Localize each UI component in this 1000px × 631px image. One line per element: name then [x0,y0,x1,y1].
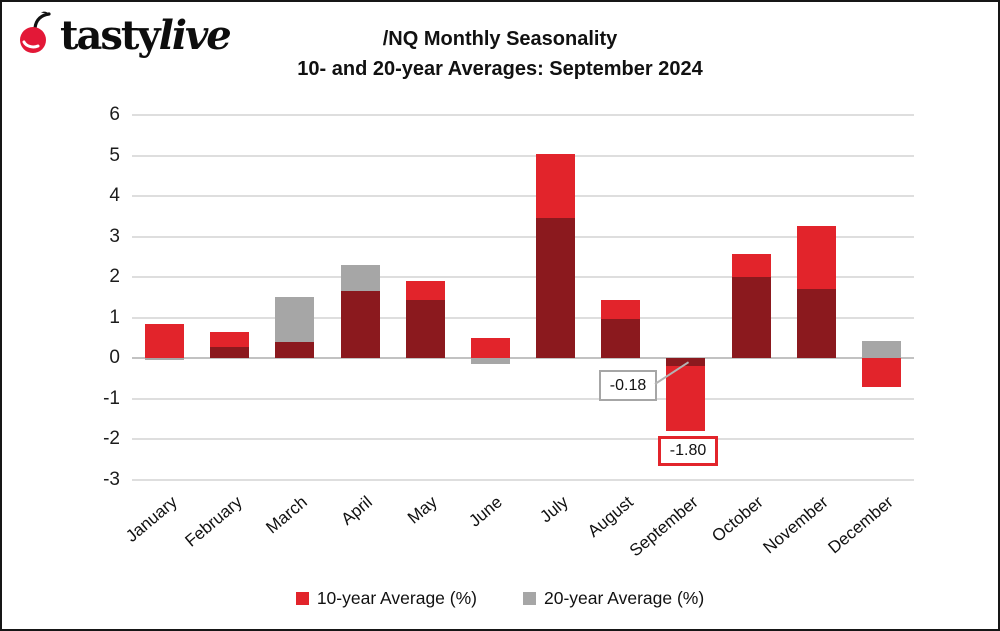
bar-segment [666,365,706,432]
gridline [132,195,914,198]
bar-segment [210,346,250,359]
cherry-icon [16,10,56,61]
title-line-1: /NQ Monthly Seasonality [382,28,618,50]
legend-swatch-10yr-icon [295,592,309,605]
y-axis-tick-label: 6 [109,104,120,125]
bar-segment [340,291,380,359]
y-axis-tick-label: -1 [103,387,120,409]
annotation-20yr-value: -0.18 [609,376,647,394]
bar-segment [796,289,836,359]
bar-segment [275,296,315,343]
brand-text-live: live [158,11,232,59]
bar-segment [861,341,901,359]
bar-segment [731,277,771,359]
y-axis-tick-label: 1 [109,306,120,328]
bar-segment [340,265,380,292]
y-axis-tick-label: -2 [103,428,120,450]
gridline [132,316,914,319]
gridline [132,479,914,481]
brand-wordmark: tastylive [60,15,232,56]
bar-segment [145,323,185,359]
bar-segment [470,338,510,359]
legend-item-20yr: 20-year Average (%) [523,588,704,609]
bar-segment [731,254,771,278]
gridline [132,235,914,238]
chart-title: /NQ Monthly Seasonality 10- and 20-year … [2,24,998,84]
bar-segment [601,299,641,319]
bar-segment [405,281,445,301]
annotation-september-20yr-callout: -0.18 [599,370,657,401]
title-line-2: 10- and 20-year Averages: September 2024 [297,58,703,80]
y-axis-tick-label: 2 [109,266,120,288]
gridline [132,357,914,360]
gridline [132,438,914,441]
bar-segment [861,358,901,387]
gridline [132,154,914,157]
y-axis-tick-label: 0 [109,347,120,369]
bar-segment [275,342,315,359]
bar-segment [666,358,706,366]
annotation-september-10yr-callout: -1.80 [658,436,718,466]
bar-segment [796,225,836,290]
annotation-10yr-value: -1.80 [669,442,707,459]
legend-label-10yr: 10-year Average (%) [316,588,477,608]
gridline [132,397,914,400]
legend-swatch-20yr-icon [523,592,536,605]
bar-segment [601,318,641,359]
legend-label-20yr: 20-year Average (%) [544,588,705,608]
brand-text-tasty: tasty [60,11,161,59]
bar-segment [470,358,510,365]
legend-item-10yr: 10-year Average (%) [295,588,477,609]
y-axis-tick-label: 3 [109,225,120,247]
tastylive-logo: tastylive [16,10,232,61]
gridline [132,114,914,116]
gridline [132,276,914,279]
y-axis-tick-label: 4 [109,185,120,207]
y-axis-tick-label: -3 [103,469,120,490]
bar-segment [536,153,576,218]
bar-segment [145,358,185,361]
y-axis-tick-label: 5 [109,144,120,166]
bar-segment [210,331,250,347]
chart-legend: 10-year Average (%) 20-year Average (%) [2,588,998,609]
bar-segment [405,300,445,359]
bar-segment [536,217,576,359]
